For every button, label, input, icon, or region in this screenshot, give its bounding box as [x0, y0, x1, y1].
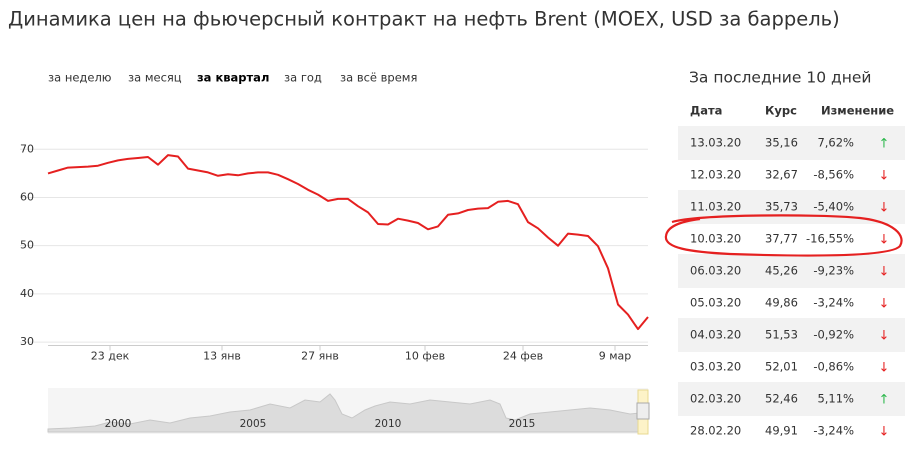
table-header: Курс [765, 104, 797, 118]
period-tab[interactable]: за квартал [197, 71, 269, 85]
row-background [678, 319, 905, 351]
row-price: 35,16 [765, 136, 798, 150]
row-date: 10.03.20 [690, 232, 741, 246]
row-change: -16,55% [806, 232, 854, 246]
row-price: 37,77 [765, 232, 798, 246]
navigator-label: 2010 [375, 418, 402, 430]
y-tick-label: 30 [20, 335, 34, 348]
x-tick-label: 24 фев [503, 350, 543, 363]
row-date: 04.03.20 [690, 328, 741, 342]
row-change: -9,23% [813, 264, 854, 278]
y-tick-label: 70 [20, 142, 34, 155]
x-tick-label: 13 янв [203, 350, 241, 363]
period-tab[interactable]: за всё время [340, 71, 417, 85]
row-arrow: ↓ [879, 329, 890, 344]
row-price: 52,46 [765, 392, 798, 406]
row-price: 51,53 [765, 328, 798, 342]
period-tab[interactable]: за неделю [48, 71, 112, 85]
row-change: -3,24% [813, 296, 854, 310]
row-arrow: ↓ [879, 201, 890, 216]
y-tick-label: 50 [20, 239, 34, 252]
navigator-area [47, 393, 649, 433]
row-change: -5,40% [813, 200, 854, 214]
row-background [678, 127, 905, 159]
row-date: 11.03.20 [690, 200, 741, 214]
row-date: 03.03.20 [690, 360, 741, 374]
row-price: 45,26 [765, 264, 798, 278]
table-header: Изменение [821, 104, 894, 118]
row-arrow: ↑ [879, 393, 890, 408]
period-tab[interactable]: за год [284, 71, 322, 85]
row-background [678, 383, 905, 415]
row-arrow: ↓ [879, 233, 890, 248]
navigator-label: 2015 [509, 418, 536, 430]
navigator-label: 2000 [105, 418, 132, 430]
row-arrow: ↓ [879, 297, 890, 312]
highlight-ellipse [664, 214, 903, 257]
row-change: 5,11% [817, 392, 854, 406]
row-arrow: ↓ [879, 265, 890, 280]
table-header: Дата [690, 104, 722, 118]
row-change: -3,24% [813, 424, 854, 438]
x-tick-label: 23 дек [91, 350, 130, 363]
x-tick-label: 27 янв [301, 350, 339, 363]
row-price: 49,91 [765, 424, 798, 438]
y-tick-label: 60 [20, 190, 34, 203]
row-date: 02.03.20 [690, 392, 741, 406]
row-price: 49,86 [765, 296, 798, 310]
row-change: -0,92% [813, 328, 854, 342]
row-date: 05.03.20 [690, 296, 741, 310]
y-tick-label: 40 [20, 287, 34, 300]
navigator-handle[interactable] [636, 402, 650, 420]
row-price: 35,73 [765, 200, 798, 214]
row-date: 13.03.20 [690, 136, 741, 150]
page-title: Динамика цен на фьючерсный контракт на н… [8, 8, 840, 31]
row-arrow: ↓ [879, 425, 890, 440]
row-date: 12.03.20 [690, 168, 741, 182]
row-arrow: ↓ [879, 169, 890, 184]
row-price: 32,67 [765, 168, 798, 182]
table-title: За последние 10 дней [689, 69, 871, 87]
row-background [678, 255, 905, 287]
navigator-label: 2005 [240, 418, 267, 430]
row-arrow: ↓ [879, 361, 890, 376]
row-date: 28.02.20 [690, 424, 741, 438]
x-tick-label: 9 мар [599, 350, 632, 363]
period-tab[interactable]: за месяц [128, 71, 182, 85]
row-price: 52,01 [765, 360, 798, 374]
row-arrow: ↑ [879, 137, 890, 152]
row-change: -0,86% [813, 360, 854, 374]
x-tick-label: 10 фев [405, 350, 445, 363]
row-date: 06.03.20 [690, 264, 741, 278]
row-change: -8,56% [813, 168, 854, 182]
price-line [47, 154, 649, 331]
row-change: 7,62% [817, 136, 854, 150]
